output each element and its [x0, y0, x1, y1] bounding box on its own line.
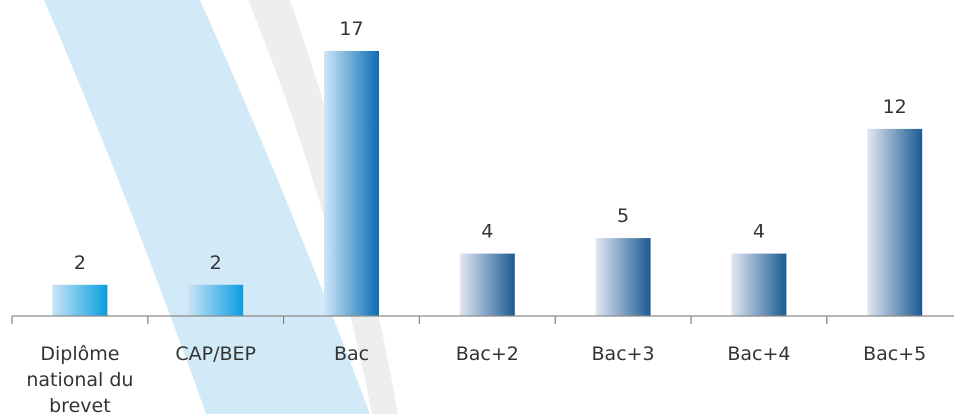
bar: [188, 284, 244, 316]
x-tick-label: brevet: [49, 395, 111, 414]
bar: [867, 128, 923, 316]
data-label: 2: [74, 252, 86, 274]
bar: [459, 253, 515, 316]
x-tick-label: Bac: [334, 343, 369, 365]
data-label: 4: [481, 221, 493, 243]
x-tick-label: Bac+5: [863, 343, 926, 365]
data-label: 17: [339, 18, 363, 40]
bar: [52, 284, 108, 316]
data-label: 12: [883, 96, 907, 118]
x-tick-label: Diplôme: [40, 343, 119, 365]
data-label: 2: [210, 252, 222, 274]
bar: [731, 253, 787, 316]
x-tick-label: CAP/BEP: [175, 343, 256, 365]
x-tick-label: national du: [26, 369, 133, 391]
background-stripe-blue: [44, 0, 370, 414]
bar: [595, 238, 651, 316]
x-tick-label: Bac+4: [727, 343, 790, 365]
x-tick-label: Bac+3: [592, 343, 655, 365]
x-tick-label: Bac+2: [456, 343, 519, 365]
bar: [324, 51, 379, 316]
data-label: 4: [753, 221, 765, 243]
data-label: 5: [617, 205, 629, 227]
